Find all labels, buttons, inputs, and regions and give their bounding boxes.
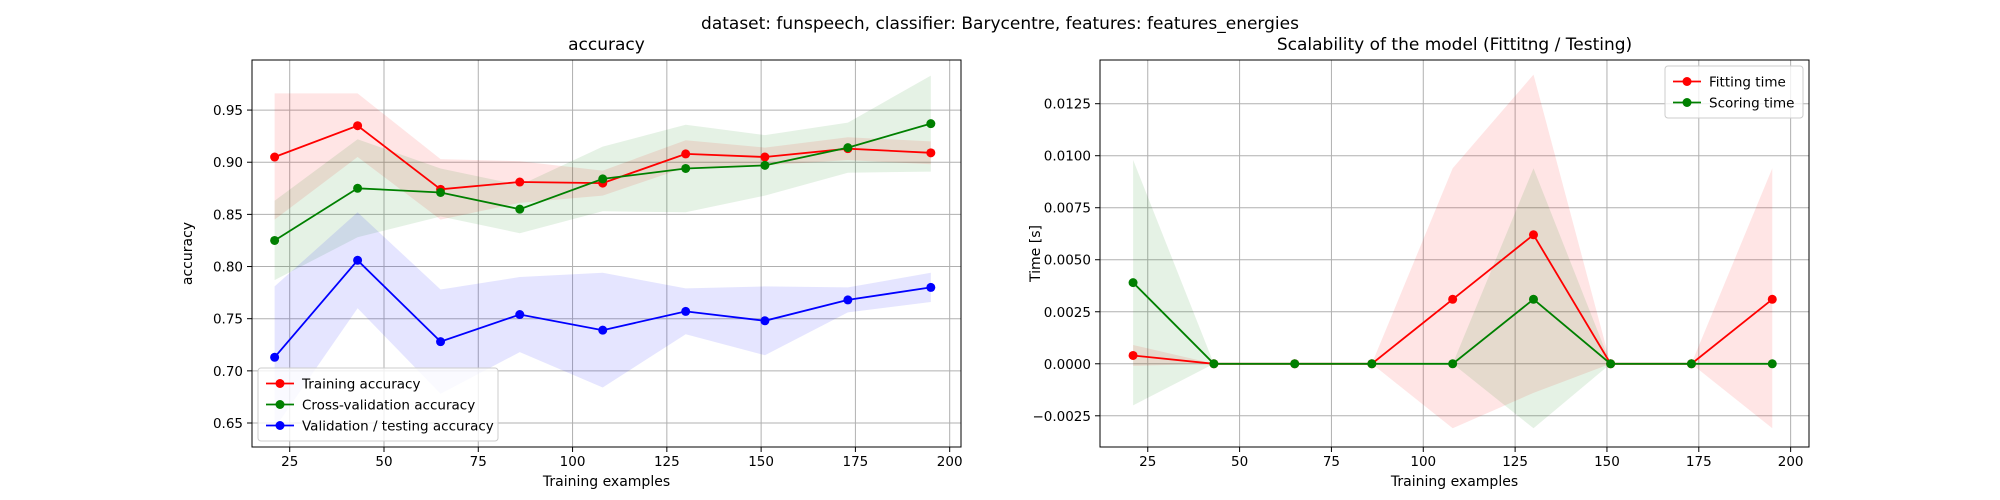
- x-tick-label: 25: [1139, 454, 1156, 470]
- data-point: [436, 187, 446, 197]
- data-point: [681, 306, 691, 316]
- data-point: [436, 337, 446, 347]
- legend: Fitting time Scoring time: [1664, 65, 1804, 119]
- y-tick-label: 0.0100: [1044, 149, 1091, 165]
- data-point: [760, 152, 770, 162]
- y-tick-label: 0.85: [213, 207, 243, 223]
- data-point: [1290, 359, 1300, 369]
- legend-frame: [1664, 65, 1804, 119]
- data-point: [353, 121, 363, 131]
- data-point: [926, 119, 936, 129]
- axes-frame: [1099, 59, 1810, 448]
- data-point: [1367, 359, 1377, 369]
- x-tick-label: 100: [1410, 454, 1436, 470]
- x-tick-label: 200: [937, 454, 963, 470]
- data-point: [515, 310, 525, 320]
- legend-entry-label: Scoring time: [1709, 96, 1794, 112]
- legend-entry-label: Training accuracy: [301, 377, 420, 393]
- x-tick-label: 150: [1594, 454, 1620, 470]
- data-point: [1128, 278, 1138, 288]
- y-tick-label: −0.0025: [1032, 409, 1091, 425]
- figure-suptitle: dataset: funspeech, classifier: Barycent…: [701, 14, 1299, 34]
- grid: [1100, 60, 1809, 447]
- data-point: [843, 143, 853, 153]
- data-point: [598, 325, 608, 335]
- x-tick-label: 150: [748, 454, 774, 470]
- x-tick-label: 175: [1686, 454, 1712, 470]
- axes-title: Scalability of the model (Fittitng / Tes…: [1277, 35, 1632, 55]
- x-tick-label: 125: [1502, 454, 1528, 470]
- data-point: [270, 152, 280, 162]
- data-point: [681, 163, 691, 173]
- data-point: [760, 160, 770, 170]
- data-point: [1528, 230, 1538, 240]
- x-tick-label: 125: [654, 454, 680, 470]
- x-tick-label: 25: [281, 454, 298, 470]
- y-tick-label: 0.0025: [1044, 305, 1091, 321]
- x-tick-label: 100: [560, 454, 586, 470]
- data-point: [681, 149, 691, 159]
- legend-entry-label: Cross-validation accuracy: [302, 398, 475, 414]
- data-point: [515, 177, 525, 187]
- data-point: [353, 183, 363, 193]
- legend-entry-label: Fitting time: [1709, 75, 1786, 91]
- legend-marker: [275, 379, 285, 388]
- data-point: [1767, 294, 1777, 304]
- plot-area: [1128, 74, 1777, 429]
- y-tick-label: 0.0050: [1044, 253, 1091, 269]
- data-point: [1448, 359, 1458, 369]
- y-tick-label: 0.0075: [1044, 201, 1091, 217]
- std-band-series-0: [1133, 74, 1773, 429]
- legend-entry-label: Validation / testing accuracy: [302, 419, 494, 435]
- data-point: [270, 235, 280, 245]
- y-tick-label: 0.90: [213, 155, 243, 171]
- x-tick-label: 50: [1231, 454, 1248, 470]
- y-tick-label: 0.0000: [1044, 357, 1091, 373]
- x-axis-label: Training examples: [542, 474, 670, 490]
- x-axis-label: Training examples: [1390, 474, 1518, 490]
- data-point: [598, 174, 608, 184]
- data-point: [1128, 350, 1138, 360]
- data-point: [270, 352, 280, 362]
- legend: Training accuracy Cross-validation accura…: [257, 367, 499, 442]
- legend-marker: [275, 421, 285, 430]
- panel-accuracy: 25 50 75 100 125 150 175 200 0.65 0.70 0.75 0.80 0.8…: [180, 35, 963, 490]
- x-tick-label: 75: [1323, 454, 1340, 470]
- legend-frame: [257, 367, 499, 442]
- data-point: [760, 316, 770, 326]
- axes-title: accuracy: [568, 35, 645, 55]
- data-point: [1528, 294, 1538, 304]
- y-tick-label: 0.80: [213, 260, 243, 276]
- y-tick-label: 0.70: [213, 364, 243, 380]
- data-point: [1448, 294, 1458, 304]
- data-point: [926, 148, 936, 158]
- data-point: [926, 282, 936, 292]
- data-point: [1686, 359, 1696, 369]
- data-point: [1209, 359, 1219, 369]
- x-tick-label: 50: [375, 454, 392, 470]
- data-point: [843, 295, 853, 305]
- legend-marker: [275, 400, 285, 409]
- y-axis-label: accuracy: [180, 222, 196, 285]
- data-point: [1606, 359, 1616, 369]
- y-tick-label: 0.75: [213, 312, 243, 328]
- x-tick-label: 200: [1778, 454, 1804, 470]
- legend-marker: [1682, 98, 1692, 107]
- axes-frame: [251, 59, 962, 448]
- data-point: [515, 204, 525, 214]
- y-tick-label: 0.95: [213, 103, 243, 119]
- panel-scalability: 25 50 75 100 125 150 175 200 −0.0025 0.0000 0.0025…: [1028, 35, 1810, 490]
- y-tick-label: 0.0125: [1044, 97, 1091, 113]
- x-tick-label: 75: [470, 454, 487, 470]
- legend-marker: [1682, 77, 1692, 86]
- x-tick-label: 175: [843, 454, 869, 470]
- y-axis-label: Time [s]: [1028, 225, 1044, 283]
- data-point: [1767, 359, 1777, 369]
- y-tick-label: 0.65: [213, 416, 243, 432]
- data-point: [353, 255, 363, 265]
